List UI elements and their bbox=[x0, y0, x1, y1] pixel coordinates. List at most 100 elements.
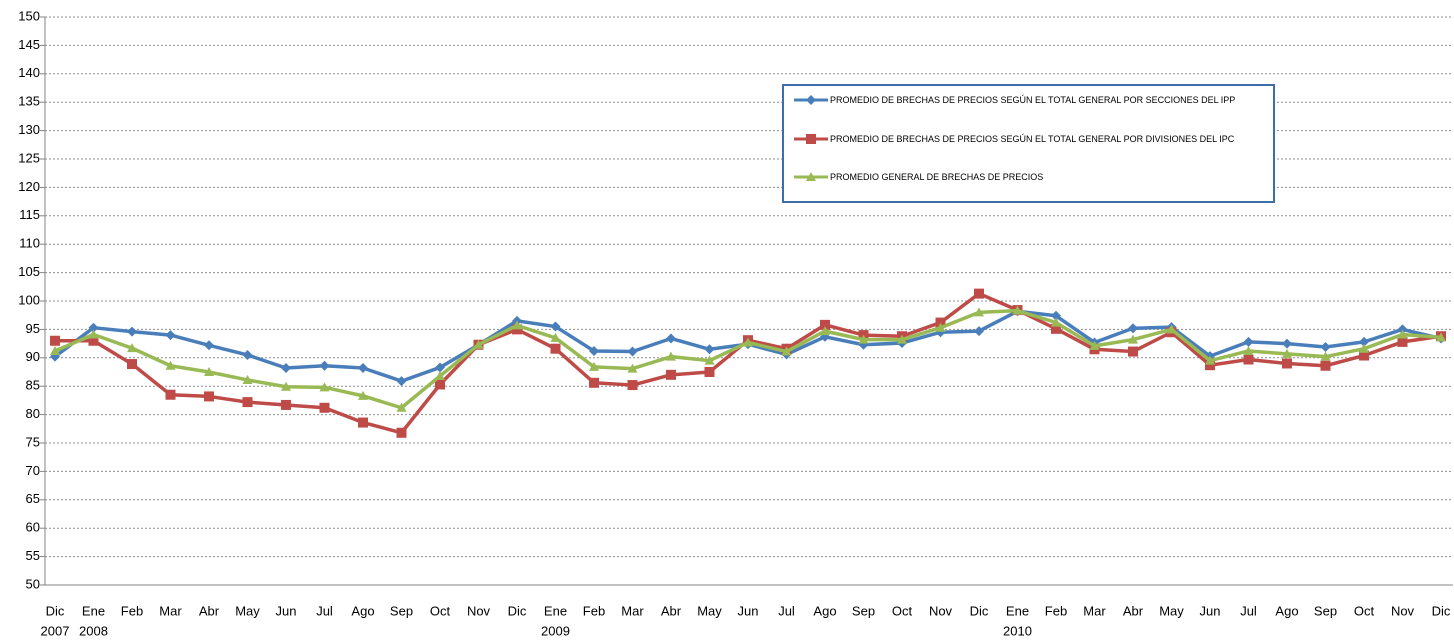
marker bbox=[974, 288, 984, 299]
marker bbox=[1205, 360, 1215, 371]
marker bbox=[806, 95, 816, 105]
y-tick-label: 85 bbox=[26, 378, 40, 393]
marker bbox=[435, 370, 445, 380]
marker bbox=[396, 376, 407, 387]
marker bbox=[1089, 340, 1100, 350]
marker bbox=[281, 363, 291, 374]
marker bbox=[1051, 310, 1061, 321]
y-tick-label: 110 bbox=[19, 236, 40, 251]
marker bbox=[242, 397, 253, 408]
legend-swatch bbox=[794, 95, 828, 105]
x-tick-label: May bbox=[697, 603, 722, 618]
marker bbox=[165, 330, 176, 341]
x-tick-label: Sep bbox=[390, 603, 413, 618]
marker bbox=[88, 322, 99, 333]
marker bbox=[589, 377, 599, 388]
legend: PROMEDIO DE BRECHAS DE PRECIOS SEGÚN EL … bbox=[782, 84, 1275, 203]
marker bbox=[1205, 355, 1215, 365]
marker bbox=[781, 346, 792, 356]
marker bbox=[1166, 324, 1177, 334]
x-tick-label: Dic bbox=[46, 603, 65, 618]
marker bbox=[704, 367, 715, 377]
marker bbox=[396, 427, 407, 438]
marker bbox=[589, 345, 599, 356]
marker bbox=[165, 389, 176, 400]
marker bbox=[704, 344, 715, 355]
marker bbox=[1243, 336, 1254, 347]
x-tick-label: Oct bbox=[892, 603, 913, 618]
marker bbox=[1320, 342, 1331, 353]
marker bbox=[1128, 346, 1138, 357]
legend-label: PROMEDIO DE BRECHAS DE PRECIOS SEGÚN EL … bbox=[830, 134, 1235, 144]
legend-item: PROMEDIO DE BRECHAS DE PRECIOS SEGÚN EL … bbox=[794, 134, 1270, 144]
y-tick-label: 125 bbox=[18, 150, 40, 165]
y-tick-label: 105 bbox=[18, 264, 40, 279]
marker bbox=[88, 329, 99, 339]
y-tick-label: 120 bbox=[18, 179, 40, 194]
y-tick-label: 115 bbox=[19, 207, 40, 222]
x-tick-label: Nov bbox=[929, 603, 953, 618]
x-tick-label: Mar bbox=[621, 603, 644, 618]
marker bbox=[281, 381, 291, 391]
year-label: 2010 bbox=[1003, 623, 1032, 638]
marker bbox=[666, 369, 676, 380]
marker bbox=[550, 321, 561, 332]
marker bbox=[1243, 354, 1254, 365]
y-tick-label: 60 bbox=[26, 520, 40, 535]
y-tick-label: 135 bbox=[18, 94, 40, 109]
legend-label: PROMEDIO DE BRECHAS DE PRECIOS SEGÚN EL … bbox=[830, 95, 1236, 105]
x-tick-label: Dic bbox=[1432, 603, 1451, 618]
legend-item: PROMEDIO DE BRECHAS DE PRECIOS SEGÚN EL … bbox=[794, 95, 1270, 105]
marker bbox=[1051, 317, 1061, 327]
marker bbox=[627, 380, 638, 391]
y-tick-label: 50 bbox=[26, 576, 40, 591]
x-tick-label: Jun bbox=[738, 603, 759, 618]
marker bbox=[806, 172, 816, 181]
marker bbox=[666, 333, 676, 344]
legend-item: PROMEDIO GENERAL DE BRECHAS DE PRECIOS bbox=[794, 172, 1270, 182]
marker bbox=[473, 339, 484, 349]
year-label: 2007 bbox=[41, 623, 70, 638]
x-tick-label: Abr bbox=[661, 603, 682, 618]
x-tick-label: Ago bbox=[813, 603, 836, 618]
x-tick-label: Ago bbox=[351, 603, 374, 618]
y-tick-label: 65 bbox=[26, 491, 40, 506]
y-tick-label: 140 bbox=[18, 65, 40, 80]
x-tick-label: Ene bbox=[82, 603, 105, 618]
marker bbox=[242, 349, 253, 360]
marker bbox=[1282, 338, 1292, 349]
marker bbox=[319, 382, 330, 392]
legend-label: PROMEDIO GENERAL DE BRECHAS DE PRECIOS bbox=[830, 172, 1044, 182]
marker bbox=[435, 379, 445, 390]
marker bbox=[319, 402, 330, 413]
year-label: 2008 bbox=[79, 623, 108, 638]
marker bbox=[1397, 324, 1408, 335]
x-tick-label: Jul bbox=[1240, 603, 1257, 618]
marker bbox=[204, 367, 214, 376]
marker bbox=[550, 332, 561, 342]
marker bbox=[1397, 329, 1408, 339]
marker bbox=[512, 320, 522, 330]
marker bbox=[897, 334, 907, 344]
marker bbox=[935, 317, 946, 328]
y-tick-label: 145 bbox=[18, 37, 40, 52]
marker bbox=[1359, 350, 1369, 361]
x-tick-label: Dic bbox=[970, 603, 989, 618]
marker bbox=[1320, 351, 1331, 361]
marker bbox=[1436, 332, 1446, 342]
marker bbox=[1320, 360, 1331, 371]
marker bbox=[358, 390, 368, 400]
series-line bbox=[55, 291, 1442, 435]
y-tick-label: 55 bbox=[26, 548, 40, 563]
y-tick-label: 80 bbox=[26, 406, 40, 421]
x-tick-label: Jul bbox=[778, 603, 795, 618]
x-tick-label: Ene bbox=[1006, 603, 1029, 618]
marker bbox=[1012, 305, 1023, 315]
x-tick-label: Sep bbox=[1314, 603, 1337, 618]
marker bbox=[127, 359, 137, 370]
marker bbox=[1243, 345, 1254, 355]
marker bbox=[165, 360, 176, 370]
marker bbox=[396, 402, 407, 412]
